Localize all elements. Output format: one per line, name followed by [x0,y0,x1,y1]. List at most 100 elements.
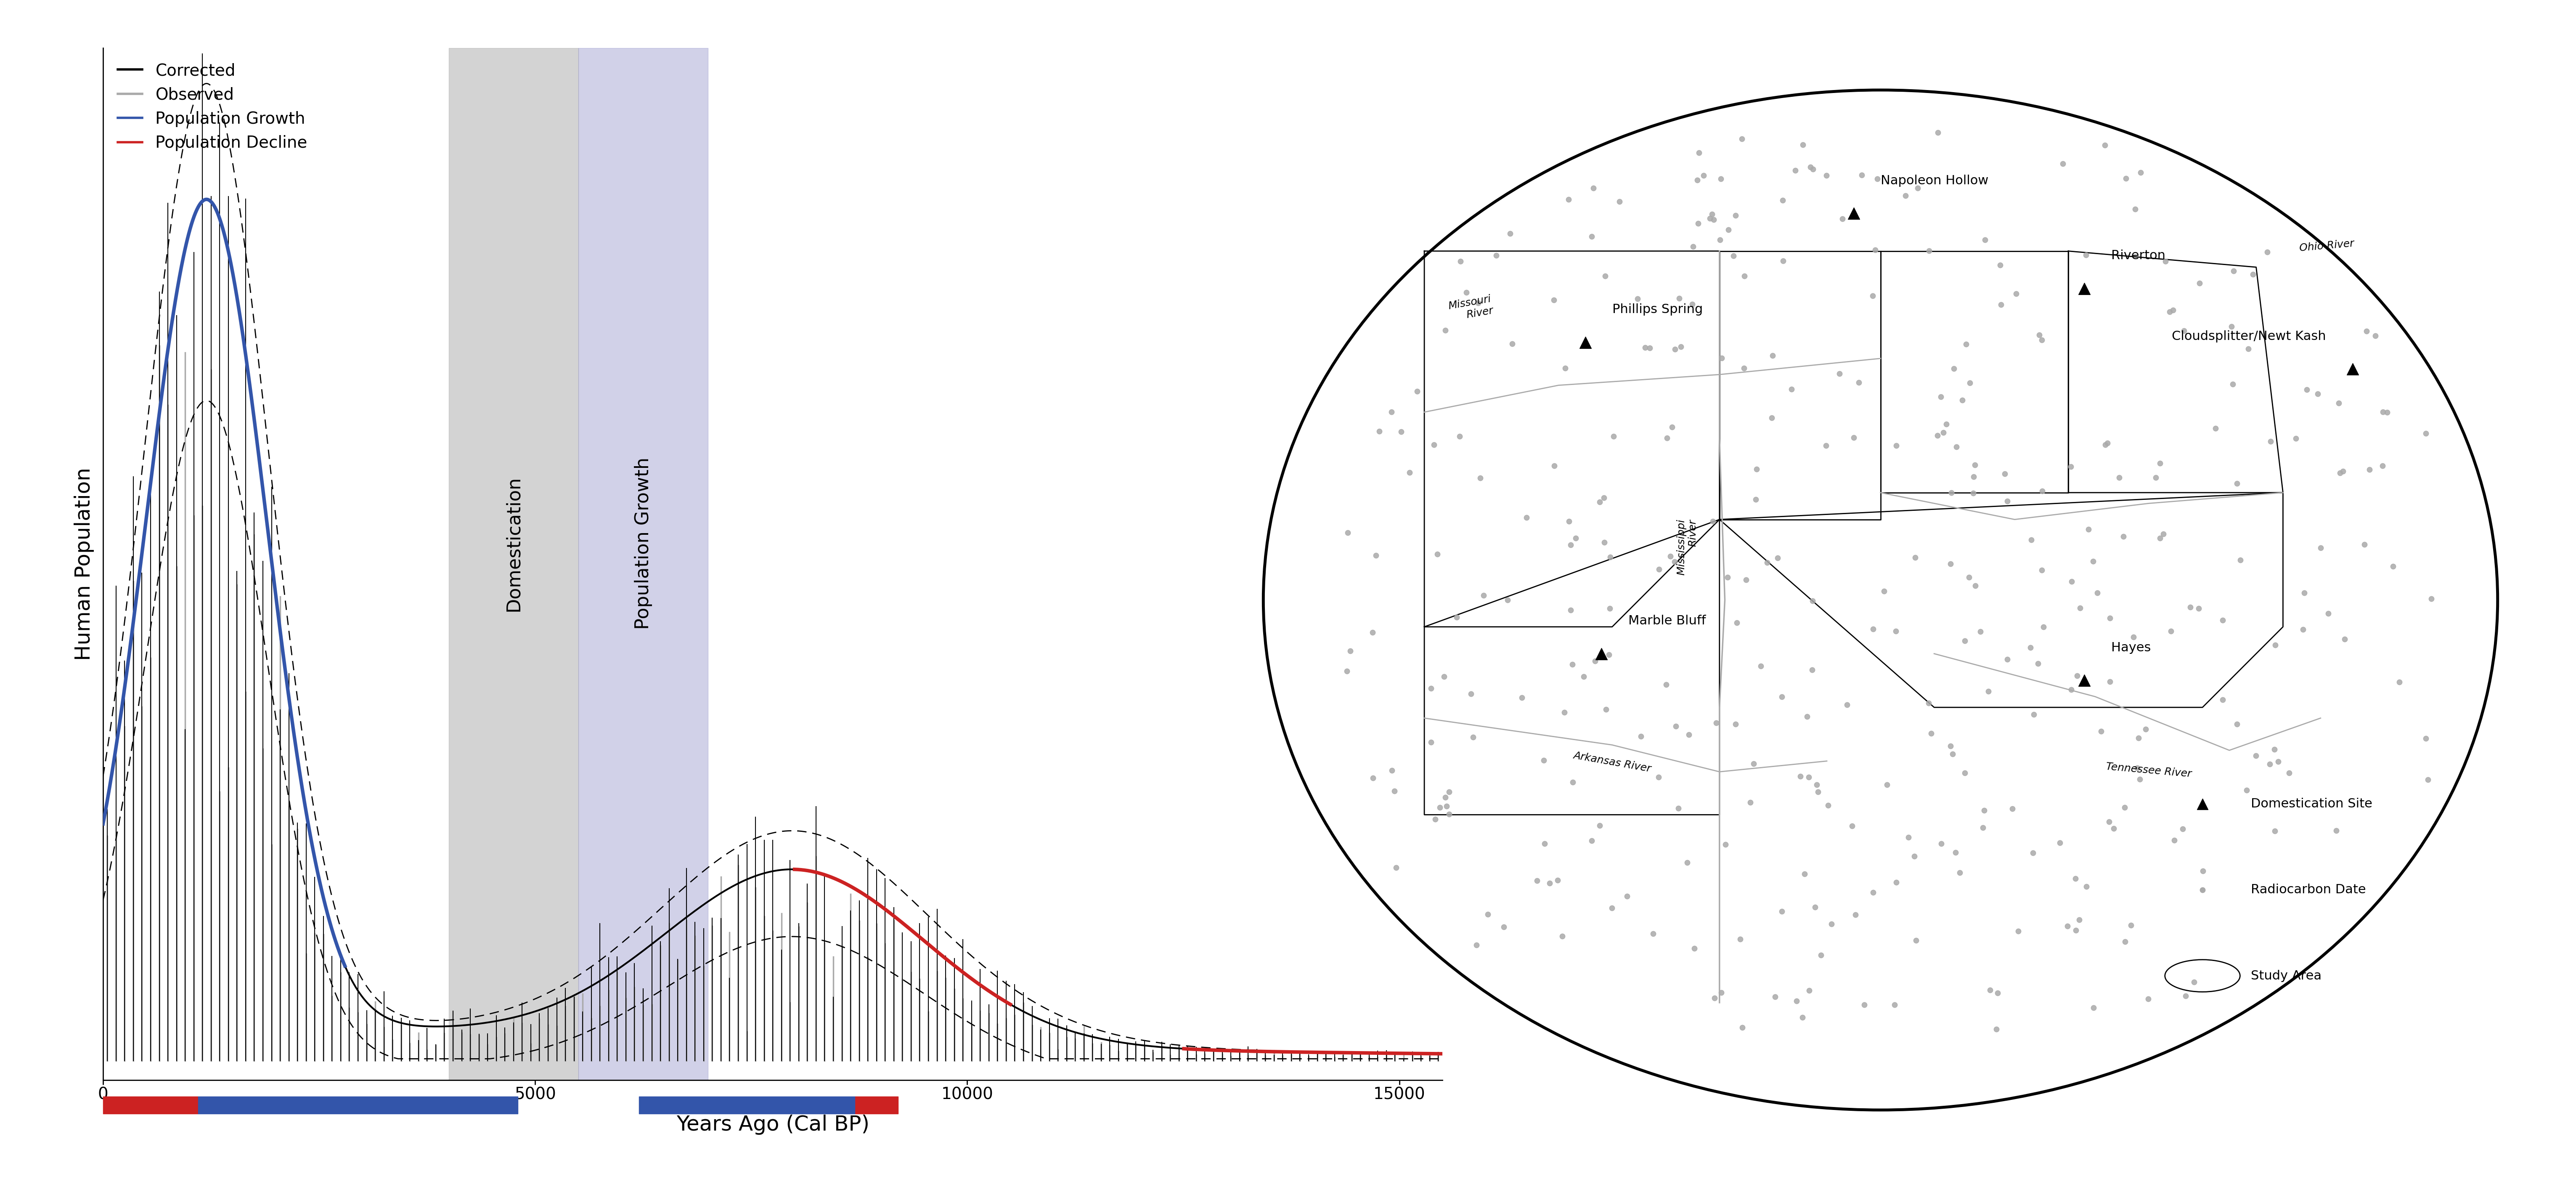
Point [1780,767,1821,786]
Point [1329,641,1370,660]
Point [2179,599,2221,618]
Point [1589,646,1631,665]
Point [1857,169,1899,188]
Point [2117,758,2159,778]
Point [1932,744,1973,763]
Point [2141,454,2182,473]
Point [2061,599,2102,618]
Point [1834,204,1875,223]
Point [1968,682,2009,701]
Point [1945,631,1986,650]
Point [2022,560,2063,580]
Legend: Corrected, Observed, Population Growth, Population Decline: Corrected, Observed, Population Growth, … [111,56,314,157]
Point [1633,924,1674,943]
Point [2349,460,2391,479]
Point [1584,533,1625,552]
Point [1875,436,1917,455]
Point [2087,433,2128,452]
Point [1492,335,1533,354]
Point [1963,818,2004,838]
Point [2115,199,2156,218]
Point [1788,707,1829,726]
Point [1762,901,1803,920]
Point [1728,793,1770,812]
Point [1708,568,1749,587]
Point [1540,926,1582,946]
Point [1453,727,1494,746]
Point [1762,688,1803,707]
Point [2321,462,2362,481]
Point [1584,700,1625,719]
Point [1942,390,1984,409]
Point [1522,750,1564,769]
Point [1592,427,1633,446]
Point [1783,136,1824,155]
Point [1656,716,1698,736]
Point [1798,782,1839,802]
Point [2362,456,2403,475]
Point [1705,835,1747,854]
Point [1638,559,1680,578]
Point [1775,991,1816,1010]
Point [1716,715,1757,734]
Point [1654,340,1695,359]
Point [2254,636,2295,655]
Point [1592,899,1633,918]
Point [2125,720,2166,739]
Point [2282,583,2324,602]
Point [1927,414,1968,433]
Point [1533,290,1574,310]
Text: Population Growth: Population Growth [634,457,652,630]
Point [1556,528,1597,547]
Point [1770,379,1811,398]
Text: Tennessee River: Tennessee River [2105,762,2192,779]
Point [1414,436,1455,455]
Point [1917,122,1958,142]
Point [2089,672,2130,691]
Point [1793,592,1834,611]
Point [2409,770,2450,790]
Point [1538,870,1579,889]
Point [1721,1018,1762,1037]
Point [1450,684,1492,703]
Point [1427,797,1468,816]
Point [2215,474,2257,493]
Point [1574,652,1615,671]
Point [1996,284,2038,304]
Point [2318,394,2360,413]
Point [2182,881,2223,900]
Point [1821,209,1862,228]
Point [2195,419,2236,438]
Point [2164,986,2205,1006]
Point [2069,520,2110,539]
Point [1546,359,1587,378]
Point [2275,428,2316,448]
Point [2249,755,2290,774]
Point [2221,551,2262,570]
Point [2040,833,2081,852]
Point [2089,608,2130,628]
Point [2249,432,2290,451]
Point [1589,599,1631,618]
Point [1533,456,1574,475]
Point [1896,179,1937,198]
Point [2105,932,2146,952]
Y-axis label: Human Population: Human Population [75,468,95,660]
Point [2202,611,2244,630]
Point [1741,656,1783,676]
Point [1819,364,1860,383]
Point [1708,221,1749,240]
Point [1752,408,1793,427]
Point [1700,348,1741,367]
Point [2254,822,2295,841]
Point [1564,667,1605,686]
Point [1834,905,1875,924]
Text: Cloudsplitter/Newt Kash: Cloudsplitter/Newt Kash [2172,330,2326,342]
Point [1922,424,1963,443]
Point [2354,326,2396,346]
Point [1875,872,1917,892]
Point [2148,302,2190,322]
Point [1754,988,1795,1007]
Point [2298,384,2339,403]
Point [1775,161,1816,180]
